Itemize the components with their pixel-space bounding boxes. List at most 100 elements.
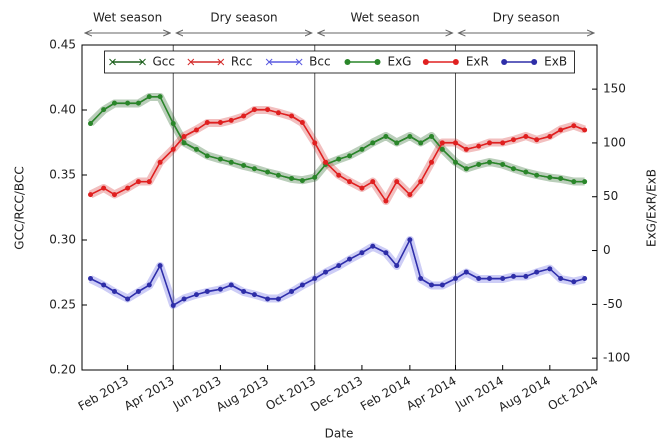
legend-marker: [501, 59, 508, 65]
series-point: [312, 174, 318, 180]
series-point: [125, 100, 131, 106]
series-point: [439, 146, 445, 152]
legend-marker: [109, 58, 116, 66]
legend-marker: [187, 58, 195, 66]
season-label: Wet season: [93, 11, 162, 25]
series-point: [265, 169, 271, 175]
series-point: [157, 94, 163, 100]
y2-tick-label: 0: [603, 243, 611, 257]
series-point: [193, 146, 199, 152]
series-point: [135, 100, 141, 106]
series-point: [101, 282, 107, 288]
series-point: [204, 288, 210, 294]
x-tick-label: Apr 2013: [122, 374, 177, 414]
series-point: [111, 100, 117, 106]
series-point: [135, 288, 141, 294]
series-point: [370, 243, 376, 249]
series-point: [251, 107, 257, 113]
legend-marker: [344, 59, 351, 65]
x-tick-label: Aug 2014: [496, 374, 553, 415]
series-point: [429, 159, 435, 165]
plot-frame: [81, 44, 598, 371]
series-point: [476, 143, 482, 149]
series-point: [359, 146, 365, 152]
x-tick-label: Apr 2014: [404, 374, 459, 414]
legend-label: ExG: [388, 55, 412, 69]
series-point: [312, 276, 318, 282]
x-tick-label: Oct 2014: [546, 374, 601, 414]
series-point: [534, 137, 540, 143]
series-point: [452, 140, 458, 146]
series-point: [487, 159, 493, 165]
series-point: [383, 133, 389, 139]
series-point: [547, 266, 553, 272]
series-point: [265, 107, 271, 113]
series-point: [299, 178, 305, 184]
series-point: [347, 256, 353, 262]
series-point: [510, 137, 516, 143]
y2-tick-label: 100: [603, 135, 626, 149]
series-point: [275, 110, 281, 116]
season-label: Dry season: [210, 11, 277, 25]
series-point: [125, 296, 131, 302]
series-point: [571, 279, 577, 285]
series-point: [347, 153, 353, 159]
y-tick-label: 0.40: [49, 103, 76, 117]
series-point: [452, 159, 458, 165]
series-point: [193, 292, 199, 298]
series-point: [217, 156, 223, 162]
series-point: [299, 282, 305, 288]
x-axis-label: Date: [325, 427, 354, 441]
series-point: [265, 296, 271, 302]
series-point: [217, 119, 223, 125]
legend-label: ExR: [466, 55, 489, 69]
series-point: [534, 172, 540, 178]
y2-tick-label: 150: [603, 82, 626, 96]
season-label: Wet season: [350, 11, 419, 25]
x-tick-label: Dec 2013: [308, 374, 365, 415]
series-point: [181, 296, 187, 302]
series-point: [523, 133, 529, 139]
series-point: [383, 198, 389, 204]
series-point: [500, 140, 506, 146]
series-point: [88, 121, 94, 127]
series-point: [429, 133, 435, 139]
y-tick-label: 0.25: [49, 298, 76, 312]
series-point: [571, 123, 577, 129]
y-tick-label: 0.45: [49, 38, 76, 52]
series-point: [347, 179, 353, 185]
series-point: [251, 292, 257, 298]
series-point: [439, 140, 445, 146]
series-point: [251, 166, 257, 172]
legend-label: Bcc: [309, 55, 330, 69]
series-point: [101, 107, 107, 113]
season-label: Dry season: [493, 11, 560, 25]
y-tick-label: 0.35: [49, 168, 76, 182]
series-point: [463, 146, 469, 152]
series-point: [146, 94, 152, 100]
y-tick-label: 0.20: [49, 363, 76, 377]
series-point: [336, 172, 342, 178]
series-point: [289, 288, 295, 294]
series-point: [510, 166, 516, 172]
series-point: [181, 133, 187, 139]
series-point: [476, 276, 482, 282]
series-point: [111, 192, 117, 198]
series-point: [241, 163, 247, 169]
series-point: [111, 288, 117, 294]
series-point: [157, 159, 163, 165]
legend-marker: [139, 58, 146, 66]
legend-marker: [374, 59, 381, 65]
series-point: [394, 140, 400, 146]
y2-tick-label: -100: [603, 351, 630, 365]
series-point: [547, 174, 553, 180]
series-point: [476, 161, 482, 167]
series-point: [582, 127, 588, 133]
series-point: [558, 175, 564, 181]
series-point: [500, 276, 506, 282]
series-point: [582, 179, 588, 185]
series-point: [558, 276, 564, 282]
series-point: [289, 113, 295, 119]
x-tick-label: Feb 2013: [76, 374, 131, 414]
